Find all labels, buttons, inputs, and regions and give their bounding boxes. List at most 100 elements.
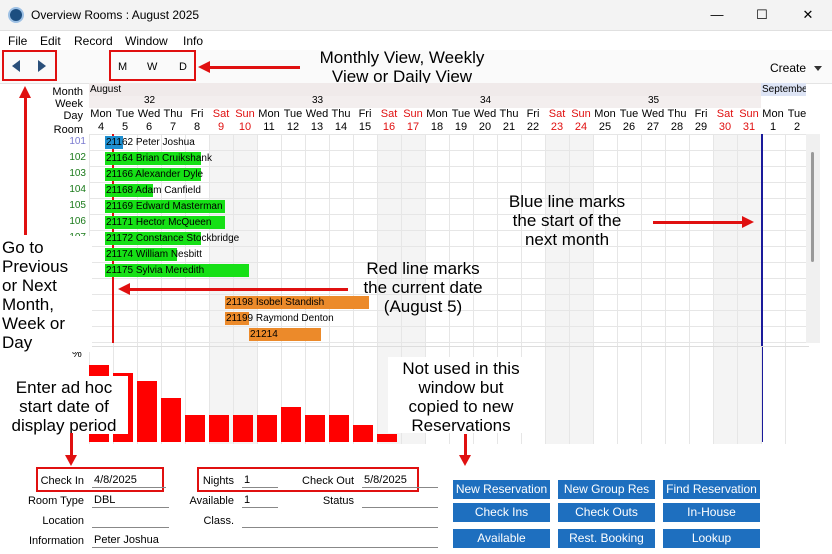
reservation-bar[interactable]: 21175 Sylvia Meredith — [105, 264, 249, 277]
rest-booking-button[interactable]: Rest. Booking — [558, 529, 655, 548]
day-name: Sun — [235, 108, 255, 120]
day-number: 15 — [358, 121, 372, 133]
next-button[interactable] — [33, 56, 51, 76]
check-outs-button[interactable]: Check Outs — [558, 503, 655, 522]
day-column — [617, 134, 641, 444]
location-field[interactable] — [92, 514, 169, 528]
day-name: Thu — [499, 108, 519, 120]
room-number[interactable]: 104 — [69, 184, 86, 195]
room-number[interactable]: 103 — [69, 168, 86, 179]
occupancy-bar — [329, 415, 349, 442]
day-column — [521, 134, 545, 444]
reservation-bar[interactable]: 21172 Constance Stockbridge — [105, 232, 240, 245]
day-number: 10 — [238, 121, 252, 133]
reservation-bar[interactable]: 21199 Raymond Denton — [225, 312, 334, 325]
day-column — [641, 134, 665, 444]
daily-view-button[interactable]: D — [179, 61, 187, 73]
reservation-bar[interactable]: 21198 Isobel Standish — [225, 296, 369, 309]
menu-record[interactable]: Record — [74, 34, 113, 48]
red-line-annotation-arrow — [130, 288, 348, 291]
status-field[interactable] — [362, 494, 438, 508]
menu-window[interactable]: Window — [125, 34, 168, 48]
arrowhead-up-icon — [19, 86, 31, 98]
grid-scrollbar[interactable] — [806, 134, 820, 343]
menu-edit[interactable]: Edit — [40, 34, 61, 48]
day-number: 14 — [334, 121, 348, 133]
occupancy-column — [689, 347, 713, 443]
occupancy-column — [737, 347, 761, 443]
reservation-bar[interactable]: 21214 — [249, 328, 321, 341]
reservation-bar[interactable]: 21168 Adam Canfield — [105, 184, 201, 197]
reservation-bar[interactable]: 21169 Edward Masterman — [105, 200, 225, 213]
grid-row-line — [89, 246, 809, 247]
room-number[interactable]: 106 — [69, 216, 86, 227]
day-number: 11 — [263, 121, 275, 133]
new-group-res-button[interactable]: New Group Res — [558, 480, 655, 499]
occupancy-column — [641, 347, 665, 443]
scrollbar-thumb[interactable] — [811, 152, 814, 262]
grid-row-line — [89, 150, 809, 151]
reservation-bar[interactable]: 21162 Peter Joshua — [105, 136, 195, 149]
chevron-down-icon — [814, 66, 823, 72]
room-type-field[interactable]: DBL — [92, 494, 169, 508]
day-number: 19 — [454, 121, 468, 133]
day-column — [353, 134, 377, 444]
class-field[interactable] — [242, 514, 438, 528]
day-name: Thu — [667, 108, 687, 120]
find-reservation-button[interactable]: Find Reservation — [663, 480, 760, 499]
reservation-bar[interactable]: 21164 Brian Cruikshank — [105, 152, 212, 165]
room-number[interactable]: 101 — [69, 136, 86, 147]
lookup-button[interactable]: Lookup — [663, 529, 760, 548]
grid-row-line — [89, 262, 809, 263]
create-dropdown[interactable]: Create — [770, 61, 823, 75]
close-button[interactable]: ✕ — [802, 7, 814, 22]
weekly-view-button[interactable]: W — [147, 61, 158, 73]
day-row-label: Day — [63, 110, 83, 122]
menu-bar — [0, 31, 832, 50]
day-number: 8 — [193, 121, 201, 133]
day-name: Tue — [451, 108, 471, 120]
day-column — [425, 134, 449, 444]
available-button[interactable]: Available — [453, 529, 550, 548]
day-column — [593, 134, 617, 444]
minimize-button[interactable]: — — [710, 7, 724, 22]
reservation-bar[interactable]: 21174 William Nesbitt — [105, 248, 202, 261]
occupancy-column — [761, 347, 785, 443]
new-reservation-button[interactable]: New Reservation — [453, 480, 550, 499]
arrowhead-down-icon — [459, 455, 471, 466]
available-field[interactable]: 1 — [242, 494, 278, 508]
day-name: Sun — [403, 108, 423, 120]
arrowhead-left-icon — [118, 283, 130, 295]
menu-file[interactable]: File — [8, 34, 28, 48]
menu-info[interactable]: Info — [183, 34, 204, 48]
in-house-button[interactable]: In-House — [663, 503, 760, 522]
day-column — [737, 134, 761, 444]
day-number: 13 — [310, 121, 324, 133]
day-column — [785, 134, 809, 444]
reservation-bar[interactable]: 21171 Hector McQueen — [105, 216, 225, 229]
check-in-highlight-box — [36, 467, 164, 492]
maximize-button[interactable]: ☐ — [756, 7, 768, 22]
day-number: 1 — [769, 121, 777, 133]
monthly-view-button[interactable]: M — [118, 61, 128, 73]
nights-field[interactable]: 1 — [242, 474, 278, 488]
day-number: 2 — [793, 121, 801, 133]
grid-row-line — [89, 230, 809, 231]
week-label: 33 — [312, 95, 324, 106]
day-number: 24 — [574, 121, 588, 133]
day-number: 23 — [550, 121, 564, 133]
grid-row-line — [89, 214, 809, 215]
room-number[interactable]: 102 — [69, 152, 86, 163]
grid-row-line — [89, 278, 809, 279]
reservation-bar[interactable]: 21166 Alexander Dyle — [105, 168, 204, 181]
check-out-field[interactable]: 5/8/2025 — [362, 474, 438, 488]
check-ins-button[interactable]: Check Ins — [453, 503, 550, 522]
check-in-field[interactable]: 4/8/2025 — [92, 474, 166, 488]
room-number[interactable]: 105 — [69, 200, 86, 211]
chevron-right-icon — [38, 60, 46, 72]
check-out-label: Check Out — [302, 475, 354, 487]
information-field[interactable]: Peter Joshua — [92, 534, 438, 548]
previous-button[interactable] — [8, 56, 26, 76]
not-used-annotation: Not used in this window but copied to ne… — [402, 359, 520, 435]
day-column — [545, 134, 569, 444]
